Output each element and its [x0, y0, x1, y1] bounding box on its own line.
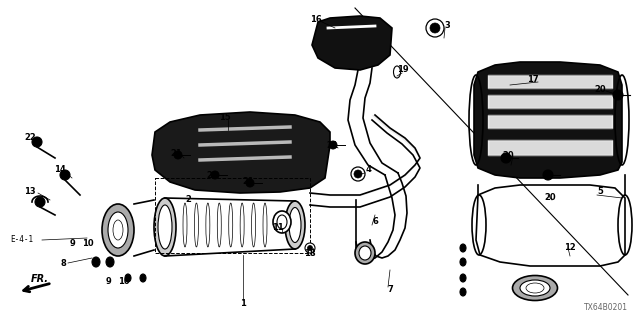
Ellipse shape — [526, 283, 544, 293]
Ellipse shape — [102, 204, 134, 256]
Polygon shape — [152, 112, 330, 193]
Ellipse shape — [140, 274, 146, 282]
Ellipse shape — [106, 257, 114, 267]
Text: 11: 11 — [272, 223, 284, 233]
Ellipse shape — [289, 207, 301, 243]
Text: 9: 9 — [105, 277, 111, 286]
Text: 5: 5 — [597, 188, 603, 196]
Ellipse shape — [92, 257, 100, 267]
Text: 22: 22 — [24, 133, 36, 142]
Text: 14: 14 — [54, 165, 66, 174]
Circle shape — [60, 170, 70, 180]
Text: 20: 20 — [544, 194, 556, 203]
Ellipse shape — [460, 288, 466, 296]
Ellipse shape — [460, 244, 466, 252]
Text: 4: 4 — [365, 165, 371, 174]
Ellipse shape — [158, 205, 172, 249]
Ellipse shape — [273, 211, 291, 233]
Ellipse shape — [394, 66, 401, 78]
Ellipse shape — [113, 220, 123, 240]
Ellipse shape — [277, 215, 287, 229]
Text: 6: 6 — [372, 218, 378, 227]
Text: 20: 20 — [594, 85, 606, 94]
Circle shape — [430, 23, 440, 33]
Text: 21: 21 — [206, 171, 218, 180]
Circle shape — [35, 197, 45, 207]
Text: 18: 18 — [304, 249, 316, 258]
Polygon shape — [474, 62, 622, 178]
Text: 1: 1 — [240, 299, 246, 308]
Circle shape — [174, 151, 182, 159]
Text: 21: 21 — [326, 140, 338, 149]
Text: 10: 10 — [118, 277, 130, 286]
Text: 19: 19 — [397, 66, 409, 75]
Ellipse shape — [355, 242, 375, 264]
Text: 17: 17 — [527, 76, 539, 84]
Text: 8: 8 — [60, 259, 66, 268]
Text: 10: 10 — [82, 238, 94, 247]
Circle shape — [543, 170, 553, 180]
Circle shape — [307, 245, 312, 251]
Ellipse shape — [359, 246, 371, 260]
Text: 3: 3 — [444, 20, 450, 29]
Ellipse shape — [520, 280, 550, 296]
Circle shape — [329, 141, 337, 149]
Polygon shape — [312, 16, 392, 70]
Ellipse shape — [460, 274, 466, 282]
Circle shape — [246, 179, 254, 187]
Text: TX64B0201: TX64B0201 — [584, 303, 628, 312]
Ellipse shape — [460, 258, 466, 266]
Circle shape — [426, 19, 444, 37]
Ellipse shape — [125, 274, 131, 282]
Text: 20: 20 — [502, 150, 514, 159]
Text: 15: 15 — [219, 114, 231, 123]
Text: 21: 21 — [242, 178, 254, 187]
Circle shape — [501, 153, 511, 163]
Text: FR.: FR. — [31, 274, 49, 284]
Ellipse shape — [513, 276, 557, 300]
Text: 9: 9 — [69, 238, 75, 247]
Text: 2: 2 — [185, 196, 191, 204]
Ellipse shape — [154, 198, 176, 256]
Text: E-4-1: E-4-1 — [10, 236, 33, 244]
Circle shape — [613, 90, 623, 100]
Text: 7: 7 — [387, 285, 393, 294]
Circle shape — [305, 243, 315, 253]
Text: 12: 12 — [564, 244, 576, 252]
Text: 13: 13 — [24, 188, 36, 196]
Ellipse shape — [108, 212, 128, 248]
Circle shape — [32, 137, 42, 147]
Circle shape — [354, 170, 362, 178]
Circle shape — [211, 171, 219, 179]
Text: 16: 16 — [310, 15, 322, 25]
Text: 21: 21 — [170, 148, 182, 157]
Bar — [155, 178, 310, 253]
Circle shape — [351, 167, 365, 181]
Ellipse shape — [285, 201, 305, 249]
